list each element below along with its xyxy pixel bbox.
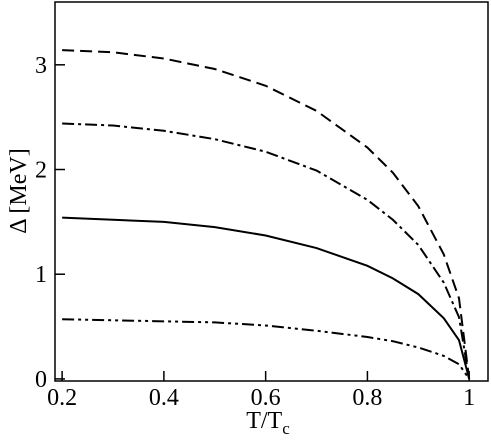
- y-axis-label: Δ [MeV]: [6, 148, 32, 233]
- y-tick-label: 3: [35, 53, 47, 79]
- y-tick-label: 0: [35, 367, 47, 393]
- x-label-subscript: c: [282, 419, 290, 436]
- x-tick-label: 0.6: [251, 385, 281, 411]
- x-axis-label: T/Tc: [246, 408, 290, 436]
- series-line: [62, 122, 471, 380]
- x-tick-label: 0.2: [47, 385, 77, 411]
- x-tick-label: 0.4: [149, 385, 179, 411]
- plot-frame: [54, 1, 489, 382]
- series-line: [62, 49, 471, 380]
- x-tick-label: 0.8: [352, 385, 382, 411]
- series-line: [62, 216, 471, 380]
- series-line: [62, 318, 470, 380]
- y-tick-label: 2: [35, 158, 47, 184]
- y-tick-label: 1: [35, 262, 47, 288]
- x-tick-label: 1: [463, 385, 475, 411]
- x-label-main: T/T: [246, 408, 282, 434]
